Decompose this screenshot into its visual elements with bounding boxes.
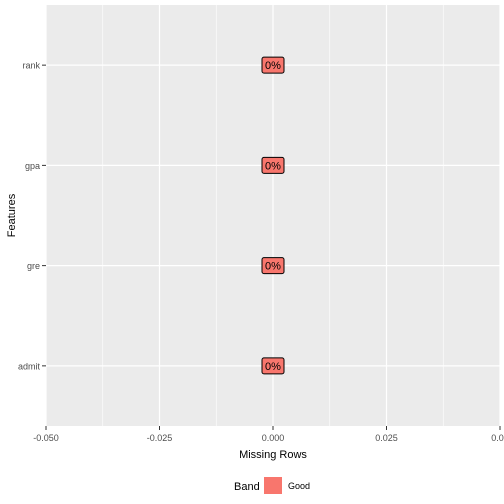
bars: 0% 0% 0% 0% <box>261 20 285 411</box>
x-axis: -0.050 -0.025 0.000 0.025 0.05 <box>33 426 504 443</box>
legend-key-good <box>264 477 282 494</box>
value-label: 0% <box>265 361 281 373</box>
x-tick-label: 0.025 <box>375 433 398 443</box>
value-label: 0% <box>265 160 281 172</box>
value-label-box <box>261 357 285 375</box>
x-tick-label: 0.05 <box>491 433 504 443</box>
y-tick-label: gpa <box>25 161 40 171</box>
legend: Band Good <box>234 477 310 494</box>
x-tick-label: -0.025 <box>147 433 173 443</box>
value-label-box <box>261 257 285 275</box>
y-tick-label: gre <box>27 261 40 271</box>
value-label-box <box>261 56 285 74</box>
x-tick-label: 0.000 <box>262 433 285 443</box>
x-axis-title: Missing Rows <box>239 449 307 461</box>
legend-title: Band <box>234 481 260 493</box>
grid-minor <box>102 5 444 426</box>
value-label-box <box>261 156 285 174</box>
y-axis: rank gpa gre admit <box>18 61 46 371</box>
x-tick-label: -0.050 <box>33 433 59 443</box>
y-tick-label: admit <box>18 361 41 371</box>
value-label: 0% <box>265 261 281 273</box>
legend-label-good: Good <box>288 481 310 491</box>
y-tick-label: rank <box>22 61 40 71</box>
value-label: 0% <box>265 60 281 72</box>
y-axis-title: Features <box>6 193 18 237</box>
